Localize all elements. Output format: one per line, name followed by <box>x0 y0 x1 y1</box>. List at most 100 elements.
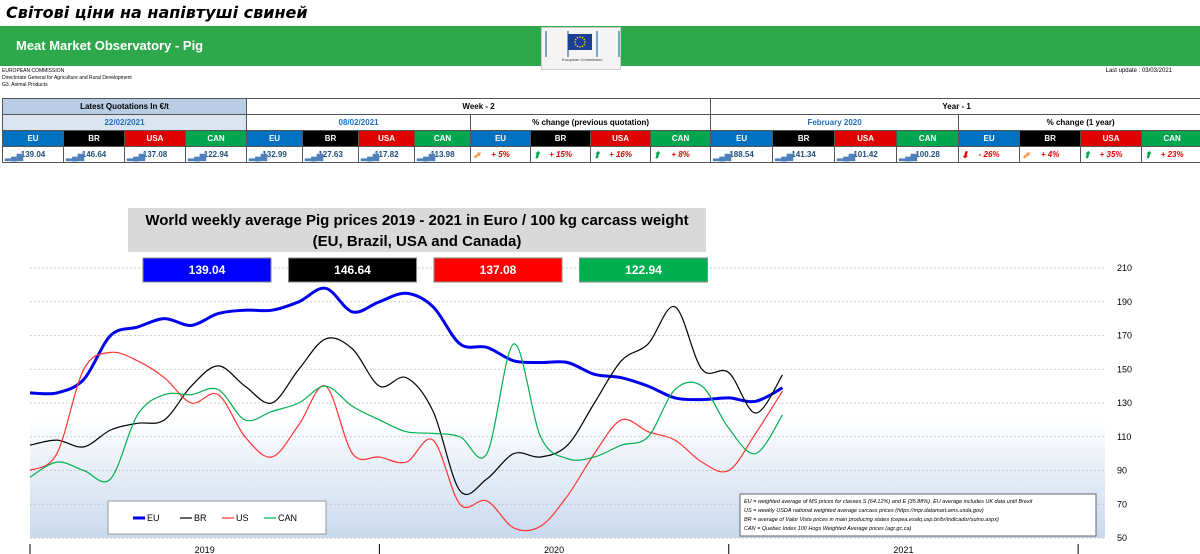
legend-label-us: US <box>236 513 249 523</box>
country-usa: USA <box>834 130 898 147</box>
week-change-header: % change (previous quotation) <box>470 114 712 131</box>
series-line-us <box>29 351 784 532</box>
series-line-can <box>29 343 784 483</box>
country-br: BR <box>530 130 592 147</box>
flag-star <box>579 36 581 38</box>
page-heading: Світові ціни на напівтуші свиней <box>6 3 308 22</box>
week-change-br: ⬆ + 15% <box>530 146 592 163</box>
y-tick-label: 110 <box>1117 432 1131 442</box>
country-eu: EU <box>246 130 304 147</box>
y-tick-label: 150 <box>1117 364 1132 374</box>
year-change-br: ⬈ + 4% <box>1019 146 1082 163</box>
country-can: CAN <box>896 130 960 147</box>
quotations-table: Latest Quotations In €/t Week - 2 Year -… <box>1 98 1200 163</box>
arrow-up-icon: ⬆ <box>1083 150 1091 160</box>
latest-value-br: ▂▄▆ 146.64 <box>63 146 125 163</box>
y-tick-label: 90 <box>1117 466 1127 476</box>
signal-bars-icon: ▂▄▆ <box>249 152 268 161</box>
y-tick-label: 50 <box>1117 533 1127 543</box>
latest-value-can: ▂▄▆ 122.94 <box>184 146 248 163</box>
latest-value-box <box>433 257 563 283</box>
eu-flag-icon <box>568 34 592 50</box>
price-chart: World weekly average Pig prices 2019 - 2… <box>29 208 1132 554</box>
series-line-br <box>29 306 784 496</box>
signal-bars-icon: ▂▄▆ <box>361 152 380 161</box>
agency-line-3: G3. Animal Products <box>2 82 48 88</box>
year-value-usa: ▂▄▆ 101.42 <box>834 146 898 163</box>
flag-star <box>576 36 579 39</box>
legend-label-eu: EU <box>147 513 160 523</box>
country-usa: USA <box>1080 130 1143 147</box>
year-value-can: ▂▄▆ 100.28 <box>896 146 960 163</box>
signal-bars-icon: ▂▄▆ <box>775 152 794 161</box>
year-change-header: % change (1 year) <box>958 114 1200 131</box>
latest-value-box <box>288 257 417 283</box>
country-eu: EU <box>958 130 1021 147</box>
logo-building-left <box>545 31 569 57</box>
week-date: 08/02/2021 <box>246 114 472 131</box>
arrow-down-icon: ⬇ <box>961 150 969 160</box>
country-can: CAN <box>650 130 712 147</box>
latest-value-box <box>579 257 708 283</box>
note-us: US = weekly USDA national weighted avera… <box>744 508 984 514</box>
agency-line-1: EUROPEAN COMMISSION <box>2 68 65 74</box>
series-line-eu <box>29 286 784 404</box>
signal-bars-icon: ▂▄▆ <box>127 152 145 161</box>
agency-line-2: Directorate General for Agriculture and … <box>2 75 132 81</box>
signal-bars-icon: ▂▄▆ <box>188 152 206 161</box>
banner-title: Meat Market Observatory - Pig <box>16 38 204 53</box>
flag-star <box>574 38 577 41</box>
arrow-up-icon: ⬆ <box>1144 150 1152 160</box>
signal-bars-icon: ▂▄▆ <box>5 152 23 161</box>
legend: EU BR US CAN <box>107 500 327 535</box>
week-value-br: ▂▄▆ 127.63 <box>302 146 360 163</box>
latest-date: 22/02/2021 <box>1 114 248 131</box>
country-usa: USA <box>124 130 186 147</box>
y-tick-label: 130 <box>1117 398 1132 408</box>
last-update: Last update : 03/03/2021 <box>1105 68 1172 74</box>
legend-label-can: CAN <box>278 513 297 523</box>
arrow-up-icon: ⬆ <box>593 150 601 160</box>
flag-star <box>583 38 586 41</box>
y-tick-label: 170 <box>1117 331 1132 341</box>
week-change-eu: ⬈ + 5% <box>470 146 532 163</box>
y-tick-label: 210 <box>1117 263 1132 273</box>
week-change-can: ⬆ + 8% <box>650 146 712 163</box>
chart-title-box <box>128 208 706 252</box>
y-tick-label: 190 <box>1117 297 1132 307</box>
latest-value-eu: ▂▄▆ 139.04 <box>2 146 64 163</box>
country-br: BR <box>63 130 125 147</box>
country-can: CAN <box>1141 130 1200 147</box>
country-usa: USA <box>358 130 416 147</box>
latest-quotations-header: Latest Quotations In €/t <box>1 98 248 115</box>
flag-star <box>574 41 576 43</box>
arrow-up-icon: ⬆ <box>653 150 661 160</box>
week-value-eu: ▂▄▆ 132.99 <box>246 146 304 163</box>
week-value-can: ▂▄▆ 113.98 <box>414 146 472 163</box>
year-change-eu: ⬇ - 26% <box>958 146 1021 163</box>
note-can: CAN = Quebec Index 100 Hogs Weighted Ave… <box>744 526 912 532</box>
flag-star <box>584 41 586 43</box>
y-tick-label: 70 <box>1117 499 1127 509</box>
signal-bars-icon: ▂▄▆ <box>305 152 324 161</box>
year-value-eu: ▂▄▆ 188.54 <box>710 146 774 163</box>
signal-bars-icon: ▂▄▆ <box>899 152 918 161</box>
year-label: 2020 <box>544 545 564 554</box>
week-header: Week - 2 <box>246 98 712 115</box>
week-value-usa: ▂▄▆ 117.82 <box>358 146 416 163</box>
signal-bars-icon: ▂▄▆ <box>66 152 84 161</box>
notes-box <box>739 493 1097 537</box>
latest-value-usa: ▂▄▆ 137.08 <box>124 146 186 163</box>
year-change-usa: ⬆ + 35% <box>1080 146 1143 163</box>
notes: EU = weighted average of MS prices for c… <box>739 493 1097 537</box>
flag-star <box>574 43 577 46</box>
country-can: CAN <box>184 130 248 147</box>
flag-star <box>576 45 579 48</box>
flag-star <box>581 45 584 48</box>
country-usa: USA <box>590 130 652 147</box>
year-change-can: ⬆ + 23% <box>1141 146 1200 163</box>
year-date: February 2020 <box>710 114 960 131</box>
chart-subtitle: (EU, Brazil, USA and Canada) <box>313 233 522 250</box>
latest-value-box-label: 137.08 <box>480 263 517 277</box>
european-commission-logo: European Commission <box>541 27 621 70</box>
